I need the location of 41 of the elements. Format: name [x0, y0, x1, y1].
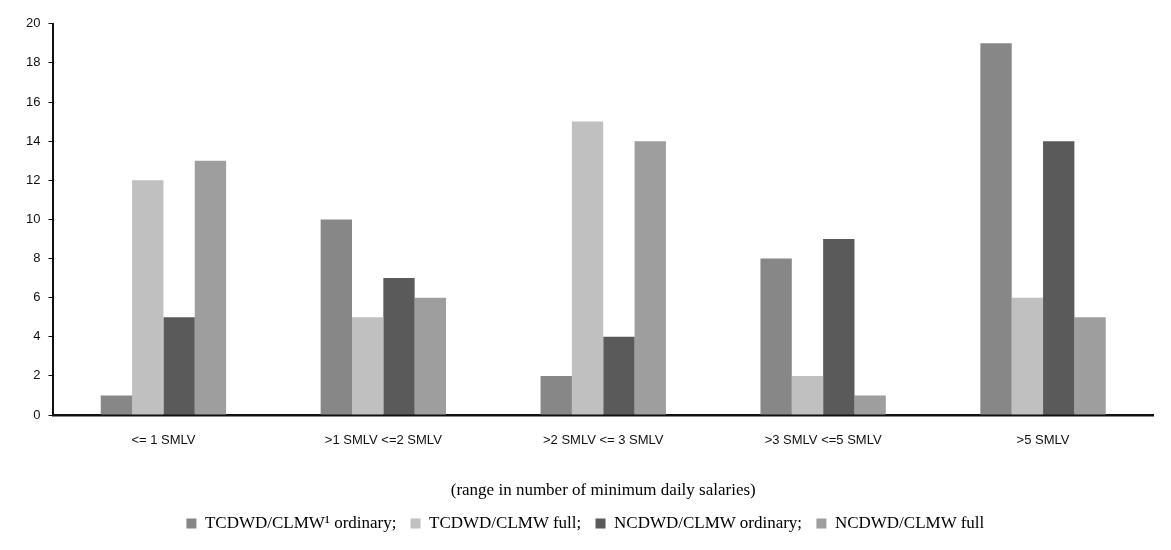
bar	[980, 43, 1012, 415]
bar	[163, 317, 195, 415]
y-tick-label: 18	[25, 54, 41, 70]
bar	[132, 180, 164, 415]
y-tick-label: 4	[33, 328, 41, 344]
bar	[320, 219, 352, 415]
y-tick-label: 16	[25, 93, 41, 109]
bar	[603, 336, 635, 415]
bar	[791, 375, 824, 415]
bar	[634, 141, 666, 415]
y-tick-label: 10	[25, 210, 41, 226]
legend-label: TCDWD/CLMW full;	[429, 512, 582, 532]
y-tick-label: 2	[33, 367, 41, 383]
y-tick-label: 12	[25, 171, 41, 187]
y-tick-label: 0	[33, 406, 41, 422]
x-axis-title: (range in number of minimum daily salaries)	[450, 480, 756, 500]
x-tick-label: >3 SMLV <=5 SMLV	[764, 432, 882, 448]
bar	[414, 297, 446, 415]
bar	[100, 395, 133, 415]
x-tick-label: >5 SMLV	[1016, 432, 1070, 448]
x-tick-label: >2 SMLV <= 3 SMLV	[542, 432, 664, 448]
bar	[760, 258, 792, 415]
y-tick-label: 20	[25, 15, 41, 31]
bar	[571, 121, 604, 415]
bar	[540, 375, 572, 415]
y-tick-label: 14	[25, 132, 41, 148]
legend-label: TCDWD/CLMW¹ ordinary;	[204, 512, 397, 532]
bar	[854, 395, 886, 415]
legend-label: NCDWD/CLMW ordinary;	[614, 512, 803, 532]
bar	[1074, 317, 1106, 415]
bar	[1011, 297, 1044, 415]
bar	[1043, 141, 1075, 415]
bar	[383, 278, 415, 415]
x-tick-label: >1 SMLV <=2 SMLV	[324, 432, 443, 448]
legend-label: NCDWD/CLMW full	[834, 512, 985, 532]
y-tick-label: 8	[33, 250, 41, 266]
bar	[823, 238, 855, 415]
bar	[194, 160, 227, 415]
x-tick-label: <= 1 SMLV	[131, 432, 196, 448]
bar	[351, 317, 384, 415]
y-tick-label: 6	[33, 289, 41, 305]
